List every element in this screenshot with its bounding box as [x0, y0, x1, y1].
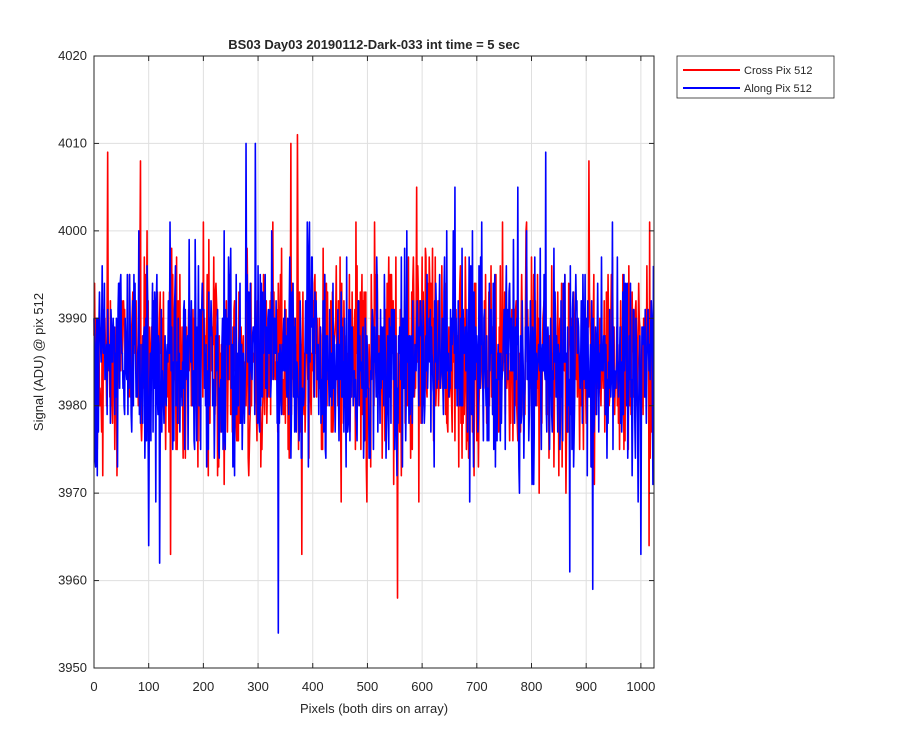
legend-label-along: Along Pix 512	[744, 83, 812, 95]
y-tick-label: 4020	[58, 48, 87, 63]
y-tick-label: 4000	[58, 223, 87, 238]
y-tick-label: 3980	[58, 398, 87, 413]
series-line-along-pix-512	[93, 142, 655, 634]
x-axis-label: Pixels (both dirs on array)	[300, 701, 448, 716]
y-tick-label: 3990	[58, 310, 87, 325]
x-tick-label: 900	[575, 679, 597, 694]
legend-label-cross: Cross Pix 512	[744, 65, 812, 77]
x-tick-label: 300	[247, 679, 269, 694]
chart-title: BS03 Day03 20190112-Dark-033 int time = …	[228, 37, 520, 52]
x-tick-label: 400	[302, 679, 324, 694]
x-tick-label: 0	[90, 679, 97, 694]
x-tick-label: 100	[138, 679, 160, 694]
x-tick-label: 200	[193, 679, 215, 694]
legend: Cross Pix 512 Along Pix 512	[676, 55, 835, 99]
y-tick-label: 4010	[58, 135, 87, 150]
x-tick-label: 800	[521, 679, 543, 694]
x-tick-label: 1000	[626, 679, 655, 694]
x-tick-label: 700	[466, 679, 488, 694]
x-tick-label: 600	[411, 679, 433, 694]
x-tick-label: 500	[357, 679, 379, 694]
y-axis-label: Signal (ADU) @ pix 512	[31, 293, 46, 431]
y-tick-label: 3960	[58, 573, 87, 588]
y-tick-label: 3950	[58, 660, 87, 675]
ticks: 0 100 200 300 400 500 600 700 800 900 1000 3950 3960…	[58, 48, 655, 694]
y-tick-label: 3970	[58, 485, 87, 500]
series-lines	[93, 133, 655, 634]
axes-box	[93, 55, 655, 669]
legend-box	[676, 55, 835, 99]
